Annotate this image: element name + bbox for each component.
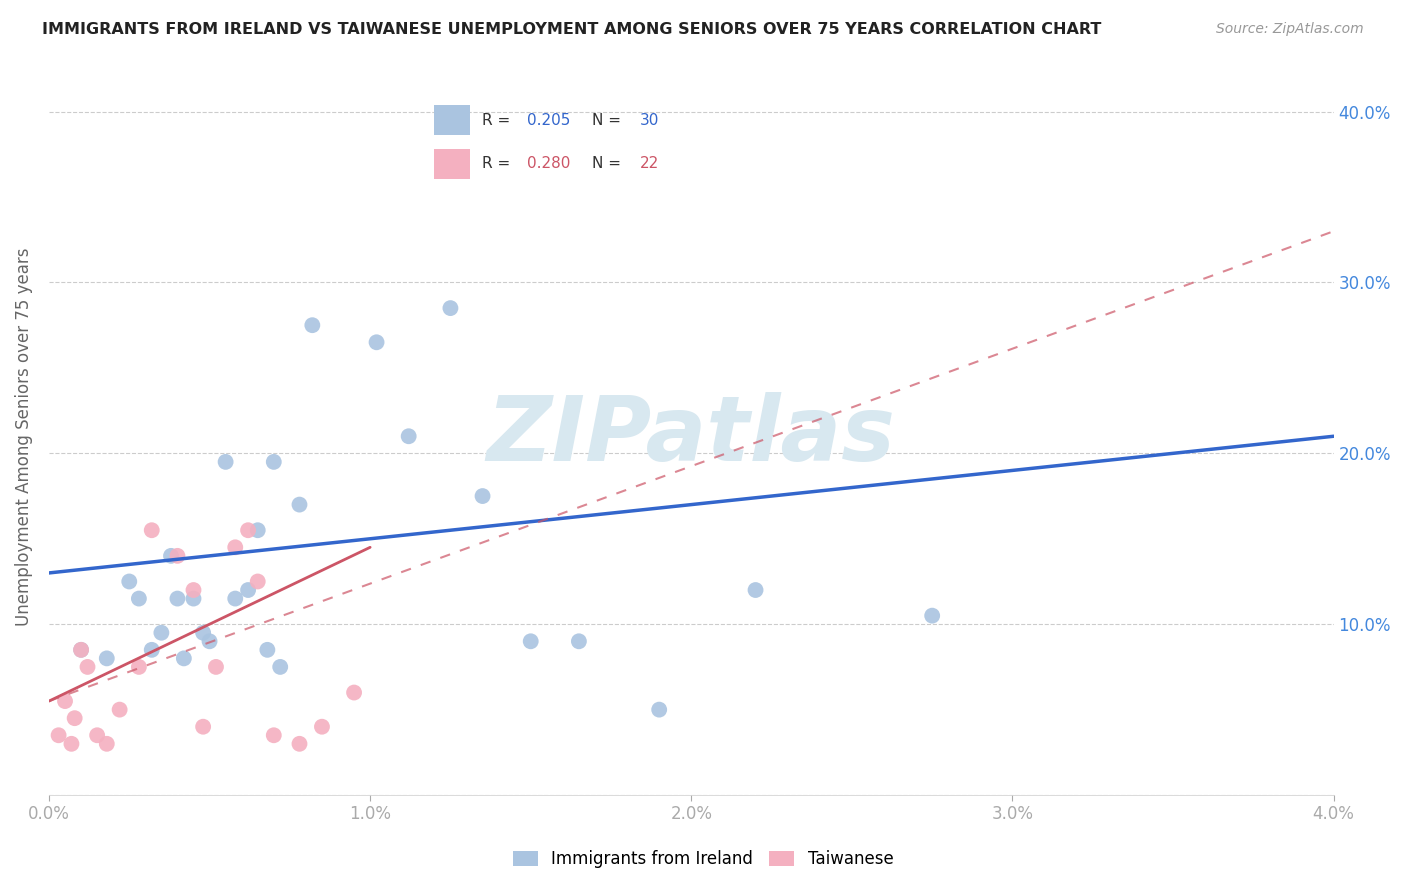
Point (70, 643, 93, 657)
Point (921, 608, 943, 623)
Point (288, 498, 311, 512)
Point (60, 737, 83, 751)
Point (141, 523, 163, 537)
Point (648, 703, 671, 717)
Legend: Immigrants from Ireland, Taiwanese: Immigrants from Ireland, Taiwanese (506, 844, 900, 875)
Point (246, 523, 269, 537)
Point (343, 685, 366, 699)
Point (183, 591, 205, 606)
Point (128, 591, 150, 606)
Point (519, 634, 541, 648)
Point (301, 318, 323, 333)
Y-axis label: Unemployment Among Seniors over 75 years: Unemployment Among Seniors over 75 years (15, 247, 32, 625)
Point (76, 660, 98, 674)
Point (150, 625, 173, 640)
Point (263, 728, 285, 742)
Point (108, 703, 131, 717)
Point (53, 694, 76, 708)
Point (214, 455, 236, 469)
Point (224, 591, 246, 606)
Text: ZIPatlas: ZIPatlas (486, 392, 896, 480)
Point (205, 660, 228, 674)
Point (173, 651, 195, 665)
Point (263, 455, 285, 469)
Point (118, 574, 141, 589)
Point (191, 720, 214, 734)
Point (86, 728, 108, 742)
Point (471, 489, 494, 503)
Point (288, 737, 311, 751)
Point (70, 643, 93, 657)
Point (256, 643, 278, 657)
Text: IMMIGRANTS FROM IRELAND VS TAIWANESE UNEMPLOYMENT AMONG SENIORS OVER 75 YEARS CO: IMMIGRANTS FROM IRELAND VS TAIWANESE UNE… (42, 22, 1101, 37)
Point (183, 582, 205, 597)
Point (96, 651, 118, 665)
Point (166, 549, 188, 563)
Point (166, 591, 188, 606)
Point (198, 634, 221, 648)
Point (744, 582, 766, 597)
Point (236, 523, 259, 537)
Point (128, 660, 150, 674)
Text: Source: ZipAtlas.com: Source: ZipAtlas.com (1216, 22, 1364, 37)
Point (568, 634, 591, 648)
Point (246, 574, 269, 589)
Point (236, 582, 259, 597)
Point (439, 301, 461, 315)
Point (224, 541, 246, 555)
Point (141, 643, 163, 657)
Point (269, 660, 291, 674)
Point (63, 711, 86, 725)
Point (160, 549, 183, 563)
Point (48, 728, 70, 742)
Point (366, 335, 388, 350)
Point (398, 429, 420, 443)
Point (311, 720, 333, 734)
Point (191, 625, 214, 640)
Point (96, 737, 118, 751)
